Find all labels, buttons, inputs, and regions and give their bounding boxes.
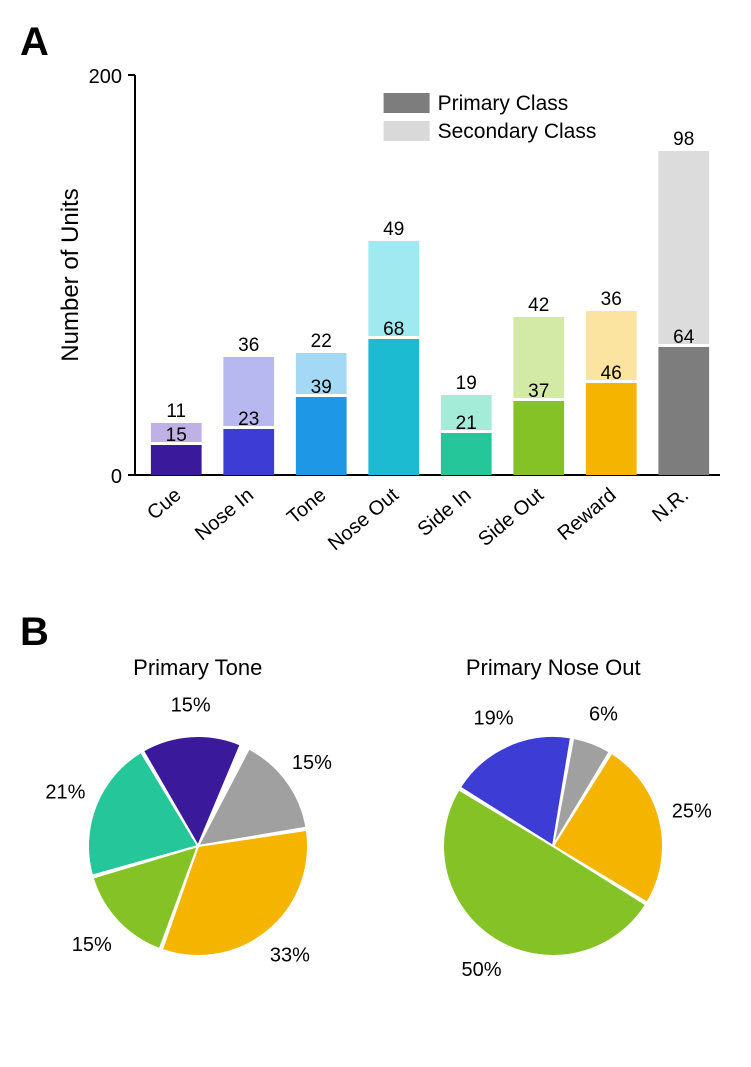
svg-text:37: 37	[528, 381, 549, 402]
svg-text:36: 36	[601, 289, 622, 310]
svg-text:0: 0	[111, 466, 122, 488]
svg-text:6%: 6%	[589, 704, 618, 726]
svg-text:33%: 33%	[270, 945, 310, 967]
svg-text:19: 19	[456, 373, 477, 394]
svg-text:68: 68	[383, 319, 404, 340]
pie-svg-1: 15% 33% 15% 21% 15%	[38, 691, 358, 1011]
pie-row: Primary Tone 15% 33% 15% 21% 15% Primary Nos…	[20, 655, 731, 1016]
bar-chart: 200 0 Number of Units Primary Class Secondar…	[40, 55, 731, 590]
svg-text:15%: 15%	[292, 752, 332, 774]
svg-text:Side Out: Side Out	[474, 484, 548, 551]
svg-text:200: 200	[89, 66, 122, 88]
svg-text:25%: 25%	[672, 800, 712, 822]
pie-svg-2: 6% 25% 50% 19%	[393, 691, 713, 1011]
svg-text:22: 22	[311, 331, 332, 352]
svg-text:Secondary Class: Secondary Class	[438, 120, 597, 143]
svg-text:Nose Out: Nose Out	[324, 484, 403, 555]
svg-text:46: 46	[601, 363, 622, 384]
svg-text:21%: 21%	[45, 781, 85, 803]
svg-text:15%: 15%	[72, 934, 112, 956]
svg-text:21: 21	[456, 413, 477, 434]
svg-text:15: 15	[166, 425, 187, 446]
bar-chart-svg: 200 0 Number of Units Primary Class Secondar…	[40, 55, 740, 585]
svg-text:50%: 50%	[462, 959, 502, 981]
svg-text:11: 11	[166, 401, 186, 422]
svg-text:98: 98	[673, 129, 694, 150]
svg-text:64: 64	[673, 327, 695, 348]
pie-primary-noseout: Primary Nose Out 6% 25% 50% 19%	[393, 655, 713, 1016]
panel-b-label: B	[20, 610, 731, 655]
svg-text:39: 39	[311, 377, 332, 398]
svg-text:N.R.: N.R.	[648, 484, 693, 527]
svg-text:36: 36	[238, 335, 259, 356]
pie-primary-tone: Primary Tone 15% 33% 15% 21% 15%	[38, 655, 358, 1016]
svg-text:19%: 19%	[474, 707, 514, 729]
svg-text:Reward: Reward	[554, 484, 621, 545]
svg-text:Number of Units: Number of Units	[57, 188, 84, 361]
svg-text:Side In: Side In	[414, 484, 476, 541]
svg-text:15%: 15%	[170, 694, 210, 716]
svg-text:Cue: Cue	[143, 484, 185, 524]
svg-text:Nose In: Nose In	[191, 484, 258, 545]
svg-text:Tone: Tone	[283, 484, 330, 529]
svg-text:Primary Class: Primary Class	[438, 92, 569, 115]
pie-title-1: Primary Tone	[38, 655, 358, 681]
svg-text:42: 42	[528, 295, 549, 316]
svg-text:49: 49	[383, 219, 404, 240]
pie-title-2: Primary Nose Out	[393, 655, 713, 681]
svg-text:23: 23	[238, 409, 259, 430]
